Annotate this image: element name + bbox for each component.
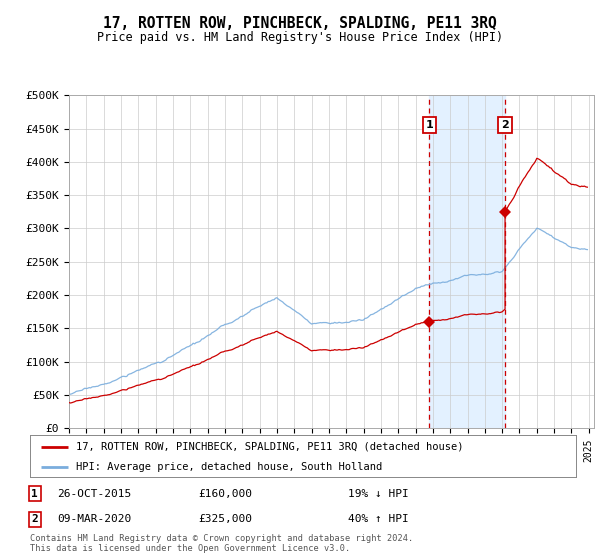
Bar: [429, 95, 505, 428]
Text: £325,000: £325,000: [198, 514, 252, 524]
Text: 09-MAR-2020: 09-MAR-2020: [57, 514, 131, 524]
Text: 2: 2: [31, 514, 38, 524]
Text: £160,000: £160,000: [198, 489, 252, 499]
Text: 17, ROTTEN ROW, PINCHBECK, SPALDING, PE11 3RQ: 17, ROTTEN ROW, PINCHBECK, SPALDING, PE1…: [103, 16, 497, 31]
Text: Contains HM Land Registry data © Crown copyright and database right 2024.
This d: Contains HM Land Registry data © Crown c…: [30, 534, 413, 553]
Text: HPI: Average price, detached house, South Holland: HPI: Average price, detached house, Sout…: [76, 461, 383, 472]
Text: 1: 1: [425, 120, 433, 130]
Text: 26-OCT-2015: 26-OCT-2015: [57, 489, 131, 499]
Text: Price paid vs. HM Land Registry's House Price Index (HPI): Price paid vs. HM Land Registry's House …: [97, 31, 503, 44]
Text: 2: 2: [501, 120, 509, 130]
Text: 40% ↑ HPI: 40% ↑ HPI: [348, 514, 409, 524]
Text: 19% ↓ HPI: 19% ↓ HPI: [348, 489, 409, 499]
Text: 1: 1: [31, 489, 38, 499]
Text: 17, ROTTEN ROW, PINCHBECK, SPALDING, PE11 3RQ (detached house): 17, ROTTEN ROW, PINCHBECK, SPALDING, PE1…: [76, 442, 464, 452]
